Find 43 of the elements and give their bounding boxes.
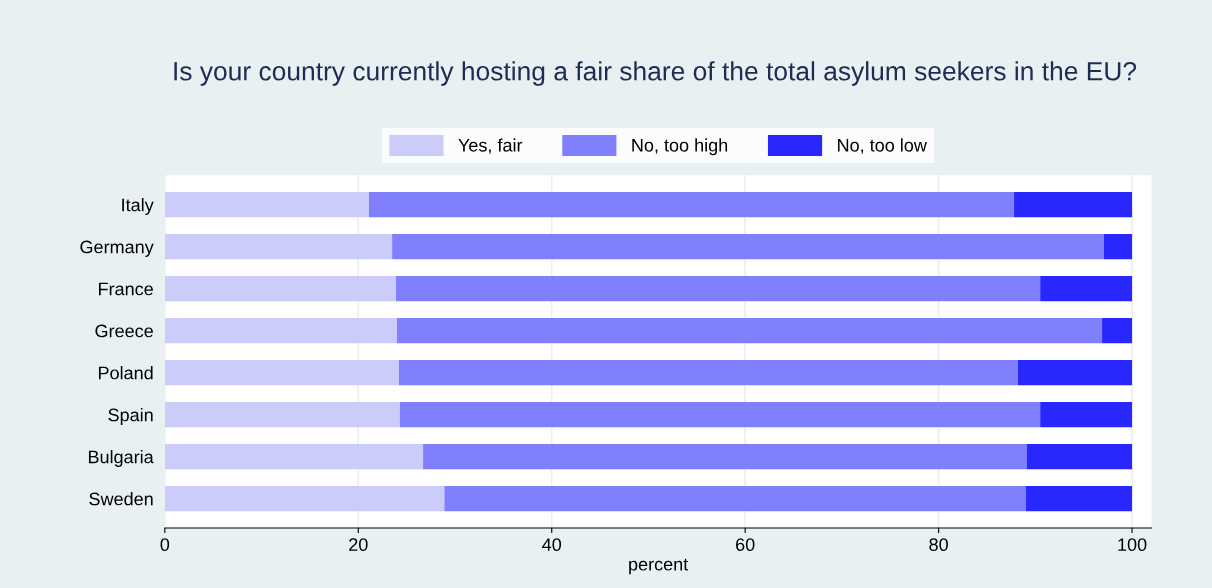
bar: [423, 444, 1027, 470]
x-tick-label: 80: [929, 538, 948, 552]
bar: [1025, 486, 1133, 512]
x-tick-label: 60: [736, 538, 755, 552]
bar: [164, 276, 396, 302]
x-tick-label: 0: [160, 538, 170, 552]
bar: [1040, 402, 1133, 428]
legend-label: Yes, fair: [458, 138, 523, 154]
bar: [398, 360, 1018, 386]
bar: [1014, 192, 1133, 218]
bar: [164, 444, 424, 470]
bar: [399, 402, 1041, 428]
x-tick-label: 40: [542, 538, 562, 552]
x-axis-title: percent: [629, 558, 689, 575]
bar: [164, 318, 397, 344]
y-tick-label: Germany: [80, 240, 154, 257]
bar: [396, 318, 1103, 344]
bar: [392, 234, 1105, 260]
bar: [164, 486, 445, 512]
y-tick-label: Bulgaria: [88, 450, 154, 467]
bar: [1017, 360, 1133, 386]
legend-label: No, too high: [632, 138, 728, 156]
x-tick-label: 20: [349, 538, 368, 552]
legend-label: No, too low: [838, 138, 927, 154]
bar: [444, 486, 1026, 512]
bar: [1102, 318, 1133, 344]
bar: [396, 276, 1041, 302]
y-tick-label: France: [99, 282, 153, 296]
bar: [164, 360, 399, 386]
y-tick-label: Sweden: [89, 492, 153, 506]
bar: [164, 402, 400, 428]
bar: [164, 192, 369, 218]
bar: [368, 192, 1015, 218]
y-tick-label: Italy: [122, 198, 154, 215]
bar: [1104, 234, 1133, 260]
y-tick-label: Greece: [95, 324, 153, 338]
bar: [1040, 276, 1133, 302]
bar: [164, 234, 393, 260]
bar: [1026, 444, 1133, 470]
y-tick-label: Poland: [98, 366, 153, 380]
x-tick-label: 100: [1118, 538, 1147, 552]
y-tick-label: Spain: [108, 408, 153, 425]
chart-title: Is your country currently hosting a fair share of the total asylum seekers in the EU?: [174, 61, 1137, 86]
